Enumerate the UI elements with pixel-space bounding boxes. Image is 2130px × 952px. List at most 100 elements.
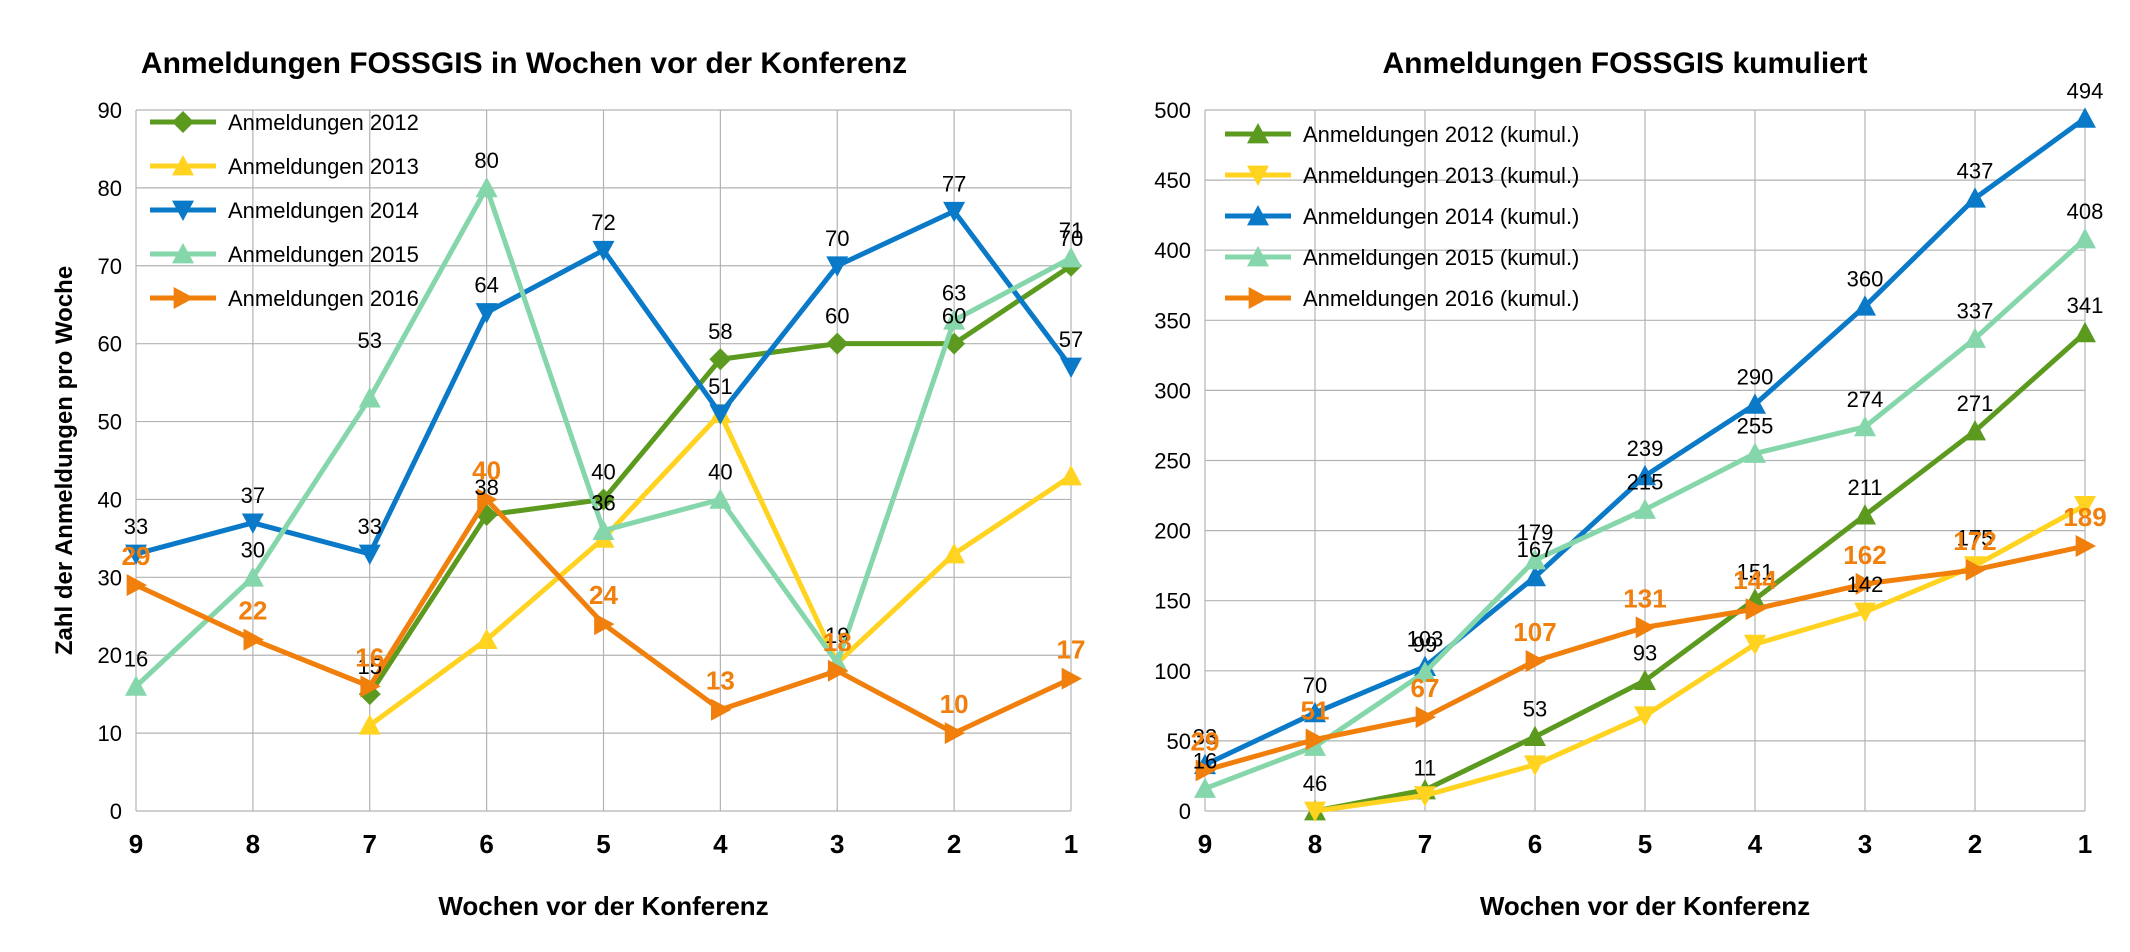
data-label: 341 [2067, 293, 2104, 318]
data-label: 360 [1847, 266, 1884, 291]
data-point [1415, 706, 1436, 729]
x-tick-label: 1 [1064, 829, 1078, 859]
chart-title: Anmeldungen FOSSGIS kumuliert [1382, 47, 1867, 80]
x-tick-label: 1 [2078, 829, 2092, 859]
data-point [1524, 565, 1546, 587]
data-point [1964, 327, 1986, 348]
x-tick-label: 2 [1968, 829, 1982, 859]
data-point [1524, 549, 1546, 570]
y-tick-label: 0 [1179, 799, 1191, 824]
y-tick-label: 250 [1154, 449, 1191, 474]
legend-label: Anmeldungen 2016 [228, 286, 419, 311]
x-axis-label: Wochen vor der Konferenz [1480, 891, 1810, 921]
data-point [241, 513, 264, 534]
data-point [1745, 598, 1766, 621]
data-point [1060, 246, 1082, 268]
x-tick-label: 3 [1858, 829, 1872, 859]
legend-item: Anmeldungen 2014 [150, 198, 419, 223]
y-tick-label: 0 [110, 799, 122, 824]
y-tick-label: 450 [1154, 168, 1191, 193]
legend-item: Anmeldungen 2015 (kumul.) [1225, 245, 1579, 270]
legend-item: Anmeldungen 2016 (kumul.) [1225, 286, 1579, 311]
data-point [475, 628, 498, 649]
data-point [1060, 465, 1082, 486]
data-label: 70 [1059, 226, 1083, 251]
data-label: 63 [942, 280, 966, 305]
data-point [475, 303, 498, 324]
data-point [709, 488, 732, 509]
data-point [592, 240, 615, 262]
data-point [1194, 777, 1216, 798]
legend-label: Anmeldungen 2014 (kumul.) [1303, 204, 1579, 229]
data-point [826, 332, 849, 355]
y-tick-label: 50 [98, 410, 122, 435]
data-point [243, 628, 264, 651]
y-tick-label: 20 [98, 643, 122, 668]
data-point [126, 574, 147, 597]
data-point [592, 488, 615, 511]
x-tick-label: 4 [1748, 829, 1763, 859]
data-point [358, 714, 381, 735]
data-label: 13 [706, 666, 735, 696]
data-point [1744, 393, 1766, 414]
data-label: 53 [1523, 697, 1547, 722]
y-axis-label: Zahl der Anmeldungen pro Woche [51, 266, 78, 655]
legend-label: Anmeldungen 2015 (kumul.) [1303, 245, 1579, 270]
data-label: 271 [1957, 391, 1994, 416]
data-label: 408 [2067, 199, 2104, 224]
y-tick-label: 200 [1154, 519, 1191, 544]
legend-label: Anmeldungen 2012 (kumul.) [1303, 122, 1579, 147]
data-point [1305, 728, 1326, 751]
data-label: 189 [2063, 502, 2106, 532]
data-point [1854, 504, 1876, 525]
series-anmeldungen-2016 [126, 488, 1082, 745]
data-label: 60 [825, 304, 849, 329]
data-label: 337 [1957, 299, 1994, 324]
data-label: 70 [825, 226, 849, 251]
data-point [1635, 616, 1656, 639]
data-label: 167 [1517, 537, 1554, 562]
data-point [709, 348, 732, 371]
data-point [1854, 602, 1876, 623]
legend-marker [173, 287, 194, 309]
y-tick-label: 40 [98, 487, 122, 512]
chart-title: Anmeldungen FOSSGIS in Wochen vor der Ko… [141, 47, 907, 80]
data-point [1304, 735, 1326, 756]
data-point [943, 309, 966, 330]
data-label: 494 [2067, 78, 2104, 103]
data-label: 46 [1303, 771, 1327, 796]
data-point [1304, 701, 1326, 723]
data-label: 239 [1627, 436, 1664, 461]
x-tick-label: 8 [246, 829, 260, 859]
data-label: 151 [1737, 559, 1774, 584]
data-label: 16 [124, 646, 148, 671]
legend-item: Anmeldungen 2013 (kumul.) [1225, 163, 1579, 188]
x-tick-label: 6 [1528, 829, 1542, 859]
legend-marker [172, 155, 194, 176]
x-tick-label: 6 [479, 829, 493, 859]
data-point [944, 722, 966, 745]
y-tick-label: 80 [98, 176, 122, 201]
data-label: 19 [825, 623, 849, 648]
data-point [358, 387, 381, 408]
data-label: 29 [1191, 726, 1220, 756]
data-label: 179 [1517, 520, 1554, 545]
legend-marker [1248, 287, 1269, 309]
legend-label: Anmeldungen 2014 [228, 198, 419, 223]
y-tick-label: 150 [1154, 589, 1191, 614]
x-tick-label: 5 [596, 829, 610, 859]
y-tick-label: 50 [1167, 729, 1191, 754]
legend-marker [1247, 123, 1269, 144]
legend-label: Anmeldungen 2013 [228, 154, 419, 179]
data-point [592, 519, 615, 540]
data-point [1634, 706, 1656, 727]
data-label: 40 [591, 459, 615, 484]
data-point [1855, 572, 1876, 595]
data-label: 11 [1414, 756, 1437, 781]
data-point [1634, 498, 1656, 519]
series-line [1314, 331, 2087, 814]
legend-item: Anmeldungen 2013 [150, 154, 419, 179]
x-tick-label: 4 [713, 829, 728, 859]
